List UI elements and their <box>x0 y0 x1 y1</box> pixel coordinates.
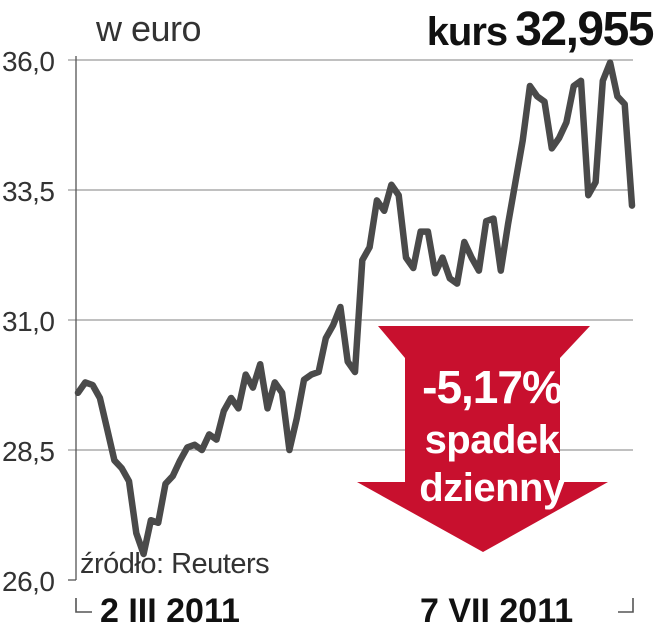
price-value: 32,955 <box>515 3 654 56</box>
axes <box>68 56 634 613</box>
badge-arrow <box>357 326 608 552</box>
unit-label: w euro <box>96 8 202 49</box>
decline-arrow-badge <box>357 326 608 552</box>
y-tick-label: 28,5 <box>2 436 55 467</box>
x-tick-label: 2 III 2011 <box>100 592 240 630</box>
price-header: kurs 32,955 <box>426 2 655 57</box>
price-series <box>74 59 636 558</box>
y-tick-label: 36,0 <box>2 46 55 77</box>
price-label: kurs <box>426 10 508 54</box>
badge-percent: -5,17% <box>422 361 563 413</box>
y-tick-label: 33,5 <box>2 176 55 207</box>
x-axis-bracket-right <box>618 598 634 613</box>
series-line <box>74 59 636 558</box>
y-tick-label: 31,0 <box>2 306 55 337</box>
source-note: źródło: Reuters <box>80 548 270 580</box>
y-tick-label: 26,0 <box>2 566 55 597</box>
badge-line-2: dzienny <box>419 466 565 510</box>
badge-line-1: spadek <box>424 418 560 462</box>
x-axis-bracket-left <box>75 598 92 613</box>
x-tick-label: 7 VII 2011 <box>420 592 574 630</box>
